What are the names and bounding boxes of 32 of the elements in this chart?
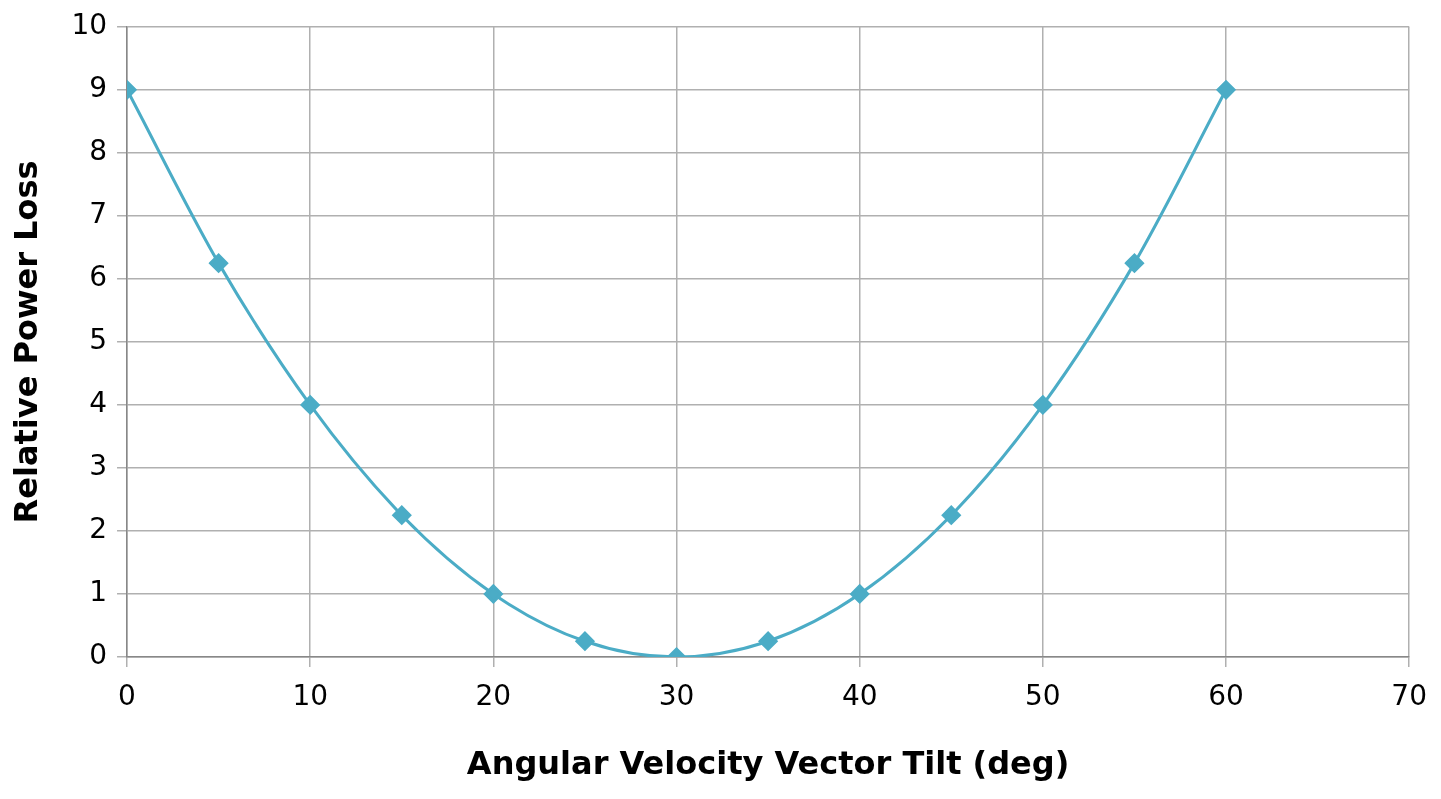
point bbox=[575, 631, 595, 651]
x-axis-title: Angular Velocity Vector Tilt (deg) bbox=[466, 744, 1070, 783]
point bbox=[483, 584, 503, 604]
y-tick-label: 2 bbox=[89, 512, 108, 546]
y-tick-label: 9 bbox=[89, 71, 108, 105]
point bbox=[300, 395, 320, 415]
x-tick-label: 30 bbox=[658, 679, 695, 713]
y-tick-label: 1 bbox=[89, 575, 108, 609]
y-tick-label: 4 bbox=[89, 386, 108, 420]
point bbox=[850, 584, 870, 604]
x-tick-label: 0 bbox=[118, 679, 136, 713]
point bbox=[1124, 253, 1144, 273]
y-axis-title: Relative Power Loss bbox=[6, 160, 45, 524]
x-tick-label: 10 bbox=[292, 679, 329, 713]
y-tick-label: 7 bbox=[89, 197, 108, 231]
point bbox=[941, 505, 961, 525]
point bbox=[1033, 395, 1053, 415]
x-tick-label: 70 bbox=[1391, 679, 1428, 713]
y-tick-label: 3 bbox=[89, 449, 108, 483]
y-tick-label: 8 bbox=[89, 134, 108, 168]
point bbox=[209, 253, 229, 273]
y-tick-label: 10 bbox=[71, 8, 108, 42]
x-tick-label: 60 bbox=[1208, 679, 1244, 713]
point bbox=[758, 631, 778, 651]
y-tick-label: 0 bbox=[89, 638, 108, 672]
x-tick-label: 20 bbox=[475, 679, 512, 713]
y-tick-label: 5 bbox=[89, 323, 108, 357]
x-tick-label: 50 bbox=[1025, 679, 1061, 713]
point bbox=[392, 505, 412, 525]
point bbox=[1216, 80, 1236, 100]
x-tick-label: 40 bbox=[841, 679, 878, 713]
y-tick-label: 6 bbox=[89, 260, 108, 294]
